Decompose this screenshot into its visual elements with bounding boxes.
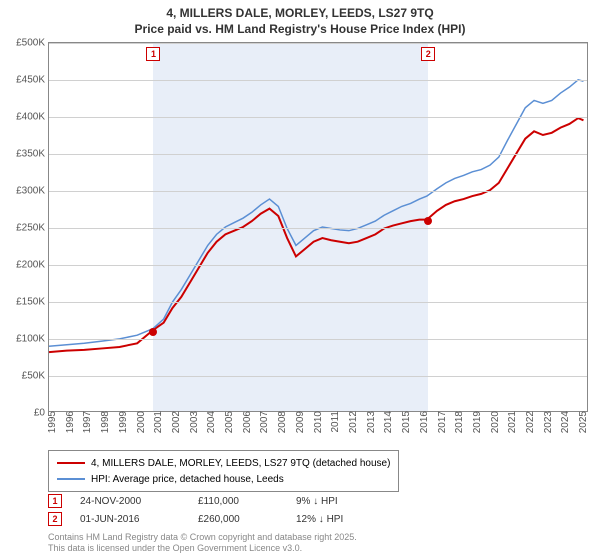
gridline: [49, 376, 587, 377]
x-axis-label: 2010: [311, 411, 324, 433]
x-axis-label: 1997: [80, 411, 93, 433]
sale-date: 24-NOV-2000: [80, 496, 180, 507]
y-axis-label: £150K: [16, 297, 49, 308]
x-axis-label: 1999: [116, 411, 129, 433]
y-axis-label: £50K: [22, 371, 49, 382]
chart-title-block: 4, MILLERS DALE, MORLEY, LEEDS, LS27 9TQ…: [0, 0, 600, 39]
sale-price: £110,000: [198, 496, 278, 507]
title-line-1: 4, MILLERS DALE, MORLEY, LEEDS, LS27 9TQ: [0, 6, 600, 22]
x-axis-label: 1996: [63, 411, 76, 433]
x-axis-label: 2016: [417, 411, 430, 433]
y-axis-label: £100K: [16, 334, 49, 345]
x-axis-label: 2006: [240, 411, 253, 433]
x-axis-label: 2014: [381, 411, 394, 433]
footer-line-2: This data is licensed under the Open Gov…: [48, 543, 357, 554]
gridline: [49, 117, 587, 118]
gridline: [49, 80, 587, 81]
gridline: [49, 302, 587, 303]
x-axis-label: 2019: [470, 411, 483, 433]
sale-marker: 2: [48, 512, 62, 526]
sale-date: 01-JUN-2016: [80, 514, 180, 525]
gridline: [49, 154, 587, 155]
sale-dot: [424, 217, 432, 225]
gridline: [49, 228, 587, 229]
sale-diff: 12% ↓ HPI: [296, 514, 376, 525]
x-axis-label: 2001: [151, 411, 164, 433]
x-axis-label: 1995: [45, 411, 58, 433]
chart-plot-area: £0£50K£100K£150K£200K£250K£300K£350K£400…: [48, 42, 588, 412]
gridline: [49, 43, 587, 44]
sale-diff: 9% ↓ HPI: [296, 496, 376, 507]
legend-row: HPI: Average price, detached house, Leed…: [57, 471, 390, 487]
footer-attribution: Contains HM Land Registry data © Crown c…: [48, 532, 357, 554]
chart-lines-svg: [49, 43, 587, 411]
y-axis-label: £350K: [16, 149, 49, 160]
footer-line-1: Contains HM Land Registry data © Crown c…: [48, 532, 357, 543]
x-axis-label: 2024: [558, 411, 571, 433]
x-axis-label: 2005: [222, 411, 235, 433]
x-axis-label: 1998: [98, 411, 111, 433]
sale-row: 2 01-JUN-2016 £260,000 12% ↓ HPI: [48, 510, 376, 528]
x-axis-label: 2012: [346, 411, 359, 433]
chart-legend: 4, MILLERS DALE, MORLEY, LEEDS, LS27 9TQ…: [48, 450, 399, 492]
gridline: [49, 339, 587, 340]
gridline: [49, 265, 587, 266]
x-axis-label: 2022: [523, 411, 536, 433]
x-axis-label: 2015: [399, 411, 412, 433]
x-axis-label: 2013: [364, 411, 377, 433]
x-axis-label: 2007: [257, 411, 270, 433]
x-axis-label: 2021: [505, 411, 518, 433]
series-line-hpi: [49, 80, 583, 346]
gridline: [49, 191, 587, 192]
y-axis-label: £500K: [16, 38, 49, 49]
x-axis-label: 2011: [328, 411, 341, 433]
sale-marker-box: 2: [421, 47, 435, 61]
x-axis-label: 2004: [204, 411, 217, 433]
sale-marker: 1: [48, 494, 62, 508]
y-axis-label: £200K: [16, 260, 49, 271]
x-axis-label: 2009: [293, 411, 306, 433]
legend-label: HPI: Average price, detached house, Leed…: [91, 474, 284, 485]
legend-swatch: [57, 462, 85, 464]
x-axis-label: 2025: [576, 411, 589, 433]
legend-row: 4, MILLERS DALE, MORLEY, LEEDS, LS27 9TQ…: [57, 455, 390, 471]
x-axis-label: 2018: [452, 411, 465, 433]
x-axis-label: 2002: [169, 411, 182, 433]
y-axis-label: £300K: [16, 186, 49, 197]
sale-dot: [149, 328, 157, 336]
sale-marker-box: 1: [146, 47, 160, 61]
x-axis-label: 2017: [435, 411, 448, 433]
legend-swatch: [57, 478, 85, 480]
x-axis-label: 2020: [488, 411, 501, 433]
sale-row: 1 24-NOV-2000 £110,000 9% ↓ HPI: [48, 492, 376, 510]
x-axis-label: 2000: [134, 411, 147, 433]
title-line-2: Price paid vs. HM Land Registry's House …: [0, 22, 600, 38]
y-axis-label: £400K: [16, 112, 49, 123]
sale-price: £260,000: [198, 514, 278, 525]
y-axis-label: £450K: [16, 75, 49, 86]
sales-table: 1 24-NOV-2000 £110,000 9% ↓ HPI 2 01-JUN…: [48, 492, 376, 528]
y-axis-label: £250K: [16, 223, 49, 234]
x-axis-label: 2008: [275, 411, 288, 433]
x-axis-label: 2023: [541, 411, 554, 433]
x-axis-label: 2003: [187, 411, 200, 433]
legend-label: 4, MILLERS DALE, MORLEY, LEEDS, LS27 9TQ…: [91, 458, 390, 469]
